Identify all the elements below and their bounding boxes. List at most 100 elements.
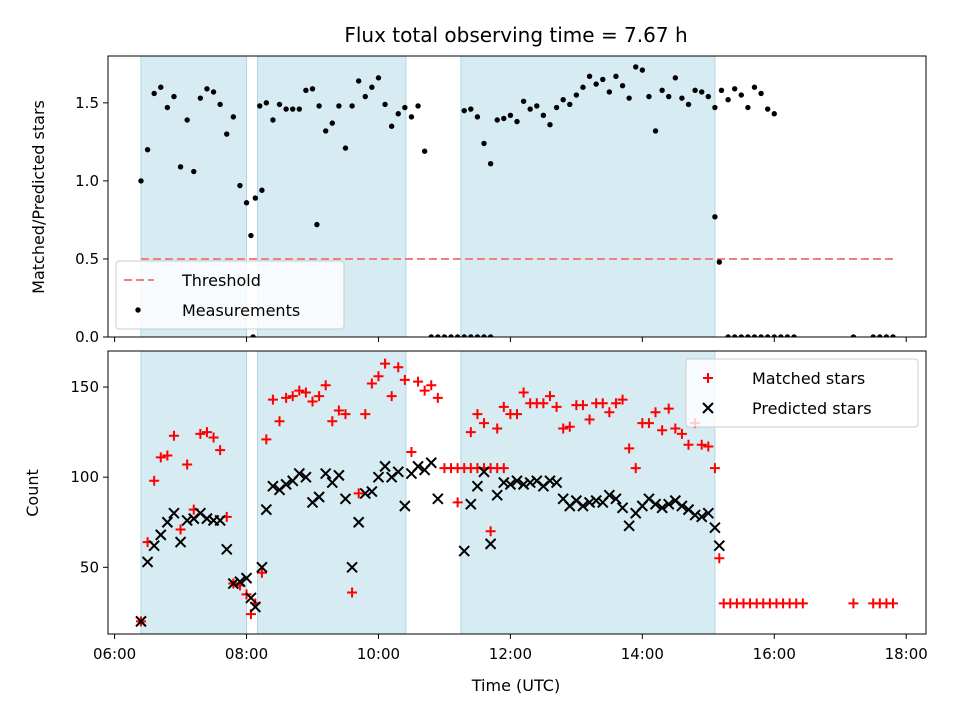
measurement-point xyxy=(184,117,190,123)
predicted-star-point xyxy=(498,476,510,489)
series-predicted-stars xyxy=(135,457,726,628)
measurement-point xyxy=(877,334,883,337)
matched-star-point xyxy=(432,392,443,403)
plot-area xyxy=(135,358,899,628)
top-chart-title: Flux total observing time = 7.67 h xyxy=(344,23,687,47)
measurement-point xyxy=(197,95,204,101)
measurement-point xyxy=(355,78,362,84)
matched-star-point xyxy=(703,441,714,452)
predicted-star-point xyxy=(333,469,345,482)
predicted-star-point xyxy=(352,516,365,528)
matched-star-point xyxy=(472,409,483,420)
matched-star-point xyxy=(650,407,661,418)
predicted-star-point xyxy=(649,498,662,510)
predicted-star-point xyxy=(245,592,257,604)
measurement-point xyxy=(725,334,731,337)
matched-star-point xyxy=(888,598,899,609)
matched-star-point xyxy=(676,428,687,439)
predicted-star-point xyxy=(676,500,688,512)
matched-star-point xyxy=(683,439,694,450)
measurement-point xyxy=(252,195,259,201)
measurement-point xyxy=(250,334,256,337)
x-axis-label: Time (UTC) xyxy=(471,676,560,695)
matched-star-point xyxy=(544,391,555,402)
measurement-point xyxy=(764,106,771,112)
measurement-point xyxy=(600,76,606,83)
measurement-point xyxy=(224,131,230,137)
measurement-point xyxy=(890,334,896,337)
measurement-point xyxy=(243,200,250,206)
legend-box xyxy=(685,358,919,428)
predicted-star-point xyxy=(267,480,279,492)
matched-star-point xyxy=(512,409,522,420)
series-measurements xyxy=(138,64,896,337)
measurement-point xyxy=(646,93,652,100)
measurement-point xyxy=(428,334,434,337)
predicted-star-point xyxy=(412,460,424,473)
predicted-star-point xyxy=(465,498,477,510)
measurement-point xyxy=(692,87,698,94)
measurement-point xyxy=(217,101,223,108)
legend-box xyxy=(115,260,345,330)
measurement-point xyxy=(259,187,265,193)
measurement-point xyxy=(177,164,184,170)
measurement-point xyxy=(448,334,454,337)
measurement-point xyxy=(468,106,474,112)
measurement-point xyxy=(547,121,553,128)
bottom-panel: 50 100 150 06:00 08:00 10:00 12:00 14:00 16:00 18… xyxy=(70,350,928,663)
predicted-star-point xyxy=(300,471,312,483)
predicted-star-point xyxy=(392,466,404,478)
measurement-point xyxy=(487,334,494,337)
predicted-star-point xyxy=(135,615,147,628)
predicted-star-point xyxy=(709,521,721,534)
measurement-point xyxy=(270,117,276,123)
predicted-star-point xyxy=(168,507,180,519)
matched-star-point xyxy=(274,416,285,427)
predicted-star-point xyxy=(491,489,503,501)
predicted-star-point xyxy=(366,485,378,498)
measurement-point xyxy=(441,334,448,337)
predicted-star-point xyxy=(577,500,589,512)
legend-matched-swatch xyxy=(703,373,713,383)
measurement-point xyxy=(593,81,599,87)
measurement-point xyxy=(751,84,758,90)
matched-star-point xyxy=(485,526,496,537)
predicted-star-point xyxy=(689,509,701,521)
measurement-point xyxy=(685,101,692,108)
legend-label: Threshold xyxy=(181,271,261,290)
matched-star-point xyxy=(610,398,621,409)
predicted-star-point xyxy=(478,466,490,478)
predicted-star-point xyxy=(656,502,668,514)
legend: Matched stars Predicted stars xyxy=(685,358,919,428)
matched-star-point xyxy=(256,567,267,578)
legend-label: Measurements xyxy=(182,301,300,320)
predicted-star-point xyxy=(610,493,622,505)
predicted-star-point xyxy=(517,478,530,491)
predicted-star-point xyxy=(256,561,268,574)
measurement-point xyxy=(395,111,401,117)
predicted-star-point xyxy=(702,507,715,519)
predicted-star-point xyxy=(623,520,635,532)
measurement-point xyxy=(606,89,613,95)
measurement-point xyxy=(210,89,217,95)
measurement-point xyxy=(290,106,296,112)
measurement-point xyxy=(731,334,738,337)
predicted-star-point xyxy=(155,529,167,541)
measurement-point xyxy=(144,146,151,153)
measurement-point xyxy=(474,114,481,120)
measurement-point xyxy=(329,120,335,126)
measurement-point xyxy=(613,73,619,79)
measurement-point xyxy=(771,111,777,117)
measurement-point xyxy=(501,115,507,122)
matched-star-point xyxy=(314,391,325,402)
measurement-point xyxy=(191,168,197,175)
matched-star-point xyxy=(714,553,725,564)
measurement-point xyxy=(316,103,322,109)
y-tick-label: 1.5 xyxy=(75,94,99,112)
measurement-point xyxy=(257,103,263,109)
measurement-point xyxy=(520,98,527,104)
measurement-point xyxy=(870,334,876,337)
measurement-point xyxy=(507,112,514,119)
predicted-star-point xyxy=(221,543,233,555)
predicted-star-point xyxy=(425,457,437,469)
